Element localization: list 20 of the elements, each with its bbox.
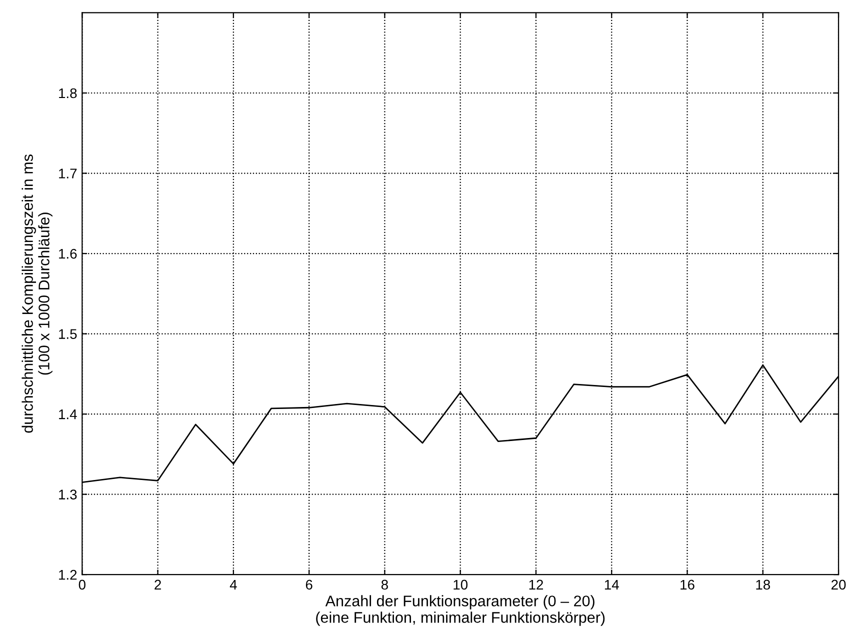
x-axis-title: Anzahl der Funktionsparameter (0 – 20) (eine Funktion, minimaler Funktionskörper) xyxy=(316,595,605,626)
x-tick-label: 6 xyxy=(306,580,312,590)
x-tick-label: 2 xyxy=(154,580,161,590)
y-tick-label: 1.5 xyxy=(59,329,77,339)
y-tick-label: 1.4 xyxy=(59,410,77,420)
y-tick-label: 1.2 xyxy=(59,570,77,580)
x-tick-label: 4 xyxy=(230,580,237,590)
x-tick-label: 10 xyxy=(454,580,468,590)
x-tick-label: 14 xyxy=(604,580,619,590)
x-tick-label: 12 xyxy=(529,580,544,590)
x-tick-label: 18 xyxy=(756,580,770,590)
y-axis-title: durchschnittliche Kompilierungszeit in ms (100 x 1000 Durchläufe) xyxy=(22,154,52,433)
y-tick-label: 1.6 xyxy=(59,248,77,259)
x-tick-label: 0 xyxy=(78,580,86,590)
x-tick-label: 20 xyxy=(832,580,846,590)
x-tick-label: 8 xyxy=(381,580,388,590)
y-tick-label: 1.7 xyxy=(59,168,77,178)
y-tick-label: 1.8 xyxy=(59,88,77,98)
x-tick-label: 16 xyxy=(680,580,694,590)
y-tick-label: 1.3 xyxy=(59,490,77,500)
